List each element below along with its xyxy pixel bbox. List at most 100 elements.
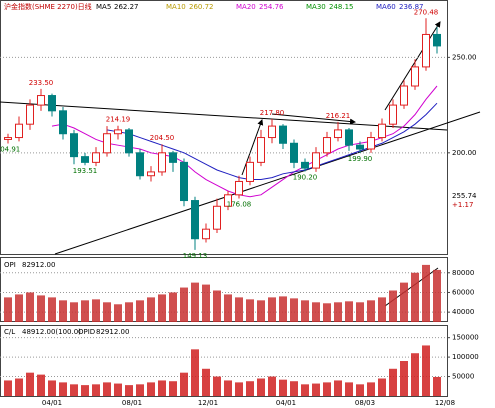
arrow: [271, 113, 356, 125]
bar: [422, 264, 430, 322]
candle-body: [15, 123, 23, 139]
bar: [147, 297, 155, 322]
x-tick-label: 08/01: [122, 399, 142, 407]
bar: [224, 294, 232, 322]
candle-body: [411, 66, 419, 87]
chart-title: 沪金指数(SHME 2270)日线: [4, 2, 92, 11]
bar: [433, 376, 441, 396]
candle-body: [26, 104, 34, 125]
bar: [4, 297, 12, 322]
bar: [81, 385, 89, 396]
candle-body: [433, 33, 441, 47]
bar: [191, 282, 199, 322]
bar: [400, 361, 408, 396]
price-annotation: 204.50: [150, 134, 175, 142]
x-tick-label: 04/01: [276, 399, 296, 407]
bar: [378, 378, 386, 396]
bar: [103, 302, 111, 322]
legend-name: MA5: [96, 3, 111, 11]
y-tick-label: 250.00: [452, 53, 477, 61]
candle-body: [389, 104, 397, 125]
bar: [323, 303, 331, 322]
bar: [48, 297, 56, 322]
candle-body: [400, 85, 408, 106]
bar: [378, 297, 386, 322]
bar: [158, 294, 166, 322]
candle-body: [136, 152, 144, 177]
legend-name: MA30: [306, 3, 326, 11]
candle-body: [147, 171, 155, 177]
candle-body: [158, 152, 166, 173]
price-annotation: 214.19: [106, 116, 131, 124]
bar: [356, 384, 364, 396]
bar: [59, 382, 67, 396]
trend-line: [54, 111, 481, 255]
bar: [15, 294, 23, 322]
price-annotation: 176.08: [227, 200, 252, 208]
bar: [114, 383, 122, 396]
bar: [70, 384, 78, 396]
price-annotation: 233.50: [29, 79, 54, 87]
price-annotation: 217.80: [260, 109, 285, 117]
candle-body: [169, 152, 177, 163]
bar: [422, 345, 430, 396]
bar: [26, 292, 34, 322]
candle-body: [257, 137, 265, 163]
bar: [114, 304, 122, 322]
bar: [4, 380, 12, 396]
bar: [59, 300, 67, 322]
bar: [323, 382, 331, 396]
last-change: +1.17: [452, 201, 473, 209]
candle-body: [48, 95, 56, 112]
bar: [224, 380, 232, 396]
bar: [345, 301, 353, 322]
bar: [125, 302, 133, 322]
bar: [301, 300, 309, 322]
candle-body: [367, 137, 375, 150]
bar: [290, 381, 298, 396]
bar: [26, 372, 34, 396]
bar: [202, 368, 210, 396]
candle-body: [290, 142, 298, 163]
pane-title: C/L: [4, 328, 15, 336]
bar: [235, 382, 243, 396]
bar: [213, 290, 221, 322]
legend-value: 262.27: [114, 3, 139, 11]
pane-value: 48912.00(100.0): [22, 328, 81, 336]
candle-body: [422, 33, 430, 68]
bar: [48, 380, 56, 396]
pane-title: OPI: [4, 261, 16, 269]
candle-body: [301, 161, 309, 169]
bar: [92, 384, 100, 396]
bar: [202, 284, 210, 322]
x-tick-label: 04/01: [42, 399, 62, 407]
price-annotation: 193.51: [73, 167, 98, 175]
bar: [37, 374, 45, 396]
price-annotation: 190.20: [293, 174, 318, 182]
bar: [15, 378, 23, 396]
legend-value: 236.87: [399, 3, 424, 11]
y-tick-label: 80000: [452, 269, 474, 277]
bar: [257, 300, 265, 322]
candle-body: [323, 137, 331, 154]
candle-body: [246, 161, 254, 182]
last-price: 255.74: [452, 192, 477, 200]
candle-body: [356, 144, 364, 150]
candle-body: [92, 152, 100, 163]
candle-body: [202, 228, 210, 240]
candle-body: [334, 129, 342, 139]
bar: [433, 269, 441, 322]
bar: [268, 376, 276, 396]
bar: [180, 287, 188, 322]
price-annotation: 199.90: [348, 155, 373, 163]
candle-body: [4, 137, 12, 140]
bar: [158, 380, 166, 396]
price-annotation: 149.13: [183, 252, 208, 260]
candle-body: [213, 205, 221, 230]
candle-body: [279, 125, 287, 144]
legend-value: 260.72: [189, 3, 214, 11]
legend-name: MA60: [376, 3, 396, 11]
bar: [400, 282, 408, 322]
price-annotation: 216.21: [326, 112, 351, 120]
